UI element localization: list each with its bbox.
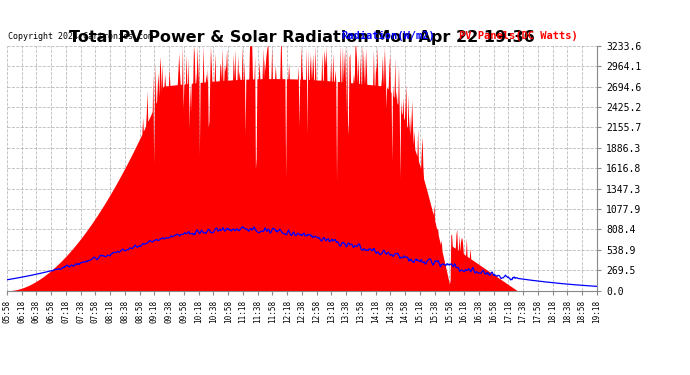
Title: Total PV Power & Solar Radiation Mon Apr 22 19:36: Total PV Power & Solar Radiation Mon Apr… [69,30,535,45]
Text: PV Panels(DC Watts): PV Panels(DC Watts) [459,32,578,41]
Text: Copyright 2024 Cartronics.com: Copyright 2024 Cartronics.com [8,32,153,41]
Text: Radiation(W/m2): Radiation(W/m2) [342,32,435,41]
